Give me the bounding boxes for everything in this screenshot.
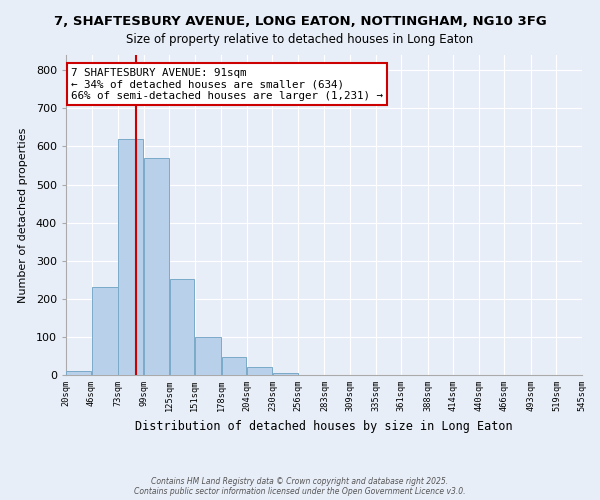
Bar — [170, 279, 194, 375]
Text: Size of property relative to detached houses in Long Eaton: Size of property relative to detached ho… — [127, 32, 473, 46]
Bar — [67, 371, 91, 375]
Bar — [273, 373, 298, 375]
Text: 7 SHAFTESBURY AVENUE: 91sqm
← 34% of detached houses are smaller (634)
66% of se: 7 SHAFTESBURY AVENUE: 91sqm ← 34% of det… — [71, 68, 383, 101]
Bar — [221, 358, 247, 375]
Bar — [195, 337, 221, 375]
Bar — [92, 286, 118, 375]
X-axis label: Distribution of detached houses by size in Long Eaton: Distribution of detached houses by size … — [135, 420, 513, 432]
Text: 7, SHAFTESBURY AVENUE, LONG EATON, NOTTINGHAM, NG10 3FG: 7, SHAFTESBURY AVENUE, LONG EATON, NOTTI… — [53, 15, 547, 28]
Bar — [118, 139, 143, 375]
Text: Contains HM Land Registry data © Crown copyright and database right 2025.
Contai: Contains HM Land Registry data © Crown c… — [134, 476, 466, 496]
Y-axis label: Number of detached properties: Number of detached properties — [17, 128, 28, 302]
Bar — [247, 368, 272, 375]
Bar — [144, 158, 169, 375]
